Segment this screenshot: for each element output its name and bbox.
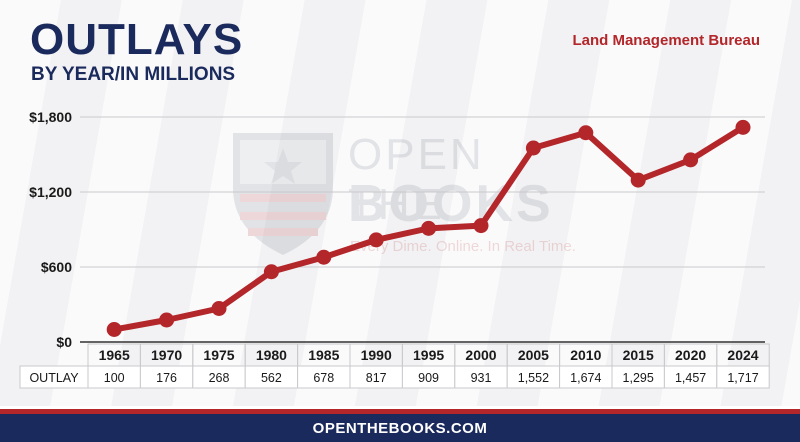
x-tick-label: 2010 — [570, 347, 601, 363]
x-tick-label: 1985 — [308, 347, 339, 363]
x-tick-label: 1990 — [361, 347, 392, 363]
data-point — [473, 218, 489, 234]
x-tick-label: 1965 — [99, 347, 130, 363]
data-point — [578, 125, 594, 141]
data-label: 1,717 — [727, 371, 758, 385]
data-point — [630, 172, 646, 188]
y-axis: $0 $600 $1,200 $1,800 — [29, 109, 72, 350]
data-label: 176 — [156, 371, 177, 385]
grid — [80, 116, 765, 343]
row-label: OUTLAY — [29, 371, 79, 385]
x-tick-label: 2000 — [465, 347, 496, 363]
x-tick-label: 2024 — [727, 347, 758, 363]
y-tick-label: $1,800 — [29, 109, 72, 125]
x-tick-label: 2020 — [675, 347, 706, 363]
data-table: OUTLAY 1965 100 1970 176 1975 268 1980 562 1985 67… — [19, 343, 770, 389]
data-label: 1,552 — [518, 371, 549, 385]
x-tick-label: 2005 — [518, 347, 549, 363]
x-tick-label: 1970 — [151, 347, 182, 363]
page-subtitle: BY YEAR/IN MILLIONS — [31, 64, 236, 85]
series-outlays — [106, 119, 751, 337]
data-point — [525, 140, 541, 156]
data-point — [735, 119, 751, 135]
x-tick-label: 1995 — [413, 347, 444, 363]
x-tick-label: 1975 — [203, 347, 234, 363]
data-label: 562 — [261, 371, 282, 385]
y-tick-label: $0 — [56, 334, 72, 350]
data-point — [421, 220, 437, 236]
y-tick-label: $1,200 — [29, 184, 72, 200]
data-label: 817 — [366, 371, 387, 385]
y-tick-label: $600 — [41, 259, 72, 275]
data-point — [159, 312, 175, 328]
x-tick-label: 2015 — [623, 347, 654, 363]
data-label: 1,674 — [570, 371, 601, 385]
data-label: 1,457 — [675, 371, 706, 385]
data-label: 1,295 — [623, 371, 654, 385]
data-label: 268 — [209, 371, 230, 385]
x-tick-label: 1980 — [256, 347, 287, 363]
data-label: 931 — [471, 371, 492, 385]
data-label: 100 — [104, 371, 125, 385]
data-point — [316, 249, 332, 265]
data-label: 909 — [418, 371, 439, 385]
data-point — [263, 264, 279, 280]
data-point — [368, 232, 384, 248]
data-point — [211, 301, 227, 316]
page-title: OUTLAYS — [30, 15, 244, 64]
data-point — [683, 152, 699, 168]
data-label: 678 — [313, 371, 334, 385]
footer-bar: OPENTHEBOOKS.COM — [0, 409, 800, 442]
table-value-cell — [716, 365, 770, 389]
data-point — [106, 322, 122, 337]
footer-url: OPENTHEBOOKS.COM — [312, 419, 488, 437]
agency-label: Land Management Bureau — [572, 32, 760, 49]
